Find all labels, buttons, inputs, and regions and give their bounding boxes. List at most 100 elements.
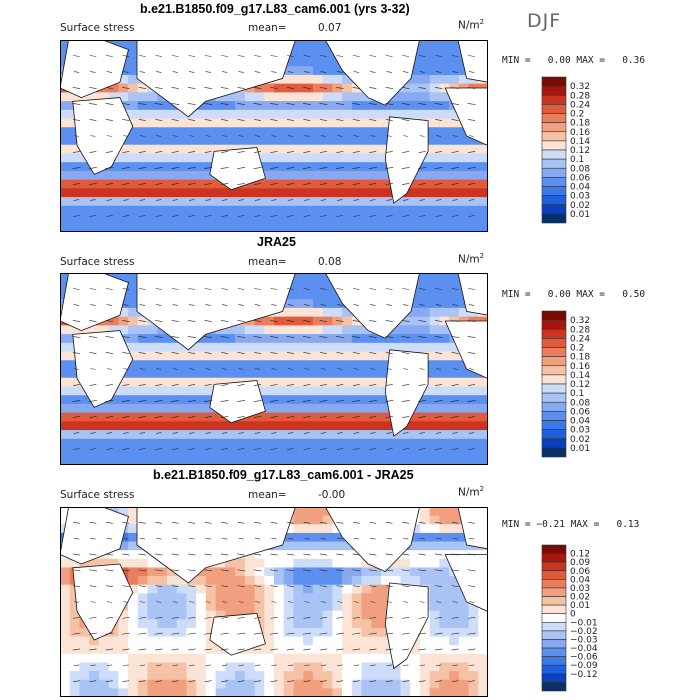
stress-arrow	[72, 553, 81, 556]
stress-arrow	[369, 416, 377, 418]
stress-arrow	[105, 103, 114, 105]
stress-arrow	[467, 103, 476, 105]
stress-arrow	[105, 585, 113, 587]
field-cell	[196, 162, 207, 172]
field-cell	[147, 627, 158, 638]
field-cell	[468, 645, 479, 655]
field-cell	[264, 447, 275, 457]
stress-arrow	[123, 601, 129, 603]
stress-arrow	[255, 601, 261, 603]
colorbar-box	[541, 356, 567, 367]
colorbar-tick-label: −0.12	[570, 670, 598, 680]
field-cell	[439, 48, 450, 59]
stress-arrow	[352, 569, 361, 572]
field-cell	[429, 524, 440, 534]
field-cell	[293, 550, 304, 560]
field-cell	[439, 92, 450, 102]
field-cell	[157, 627, 168, 638]
field-cell	[69, 438, 81, 449]
field-cell	[439, 679, 450, 689]
field-cell	[468, 430, 479, 440]
stress-arrow	[139, 432, 146, 434]
stress-arrow	[138, 400, 147, 402]
stress-arrow	[385, 87, 393, 89]
field-cell	[186, 205, 197, 216]
field-cell	[274, 688, 285, 697]
stress-arrow	[336, 680, 344, 682]
field-cell	[98, 662, 110, 672]
field-cell	[429, 386, 440, 396]
field-cell	[205, 584, 217, 594]
field-cell	[312, 619, 324, 629]
stress-arrow	[468, 304, 475, 306]
field-cell	[371, 456, 382, 465]
stress-arrow	[253, 183, 262, 185]
field-cell	[371, 144, 382, 155]
colorbar-box	[541, 76, 567, 87]
stress-arrow	[451, 585, 459, 587]
field-cell	[322, 610, 333, 620]
stress-arrow	[171, 448, 179, 450]
field-cell	[361, 627, 372, 638]
field-cell	[429, 369, 440, 379]
field-cell	[429, 127, 440, 137]
field-cell	[69, 153, 81, 163]
field-cell	[322, 307, 333, 318]
stress-arrow	[72, 103, 81, 105]
field-cell	[264, 412, 275, 422]
field-cell	[410, 550, 421, 560]
stress-arrow	[336, 448, 344, 450]
field-cell	[419, 447, 431, 457]
stress-arrow	[468, 288, 475, 290]
field-cell	[322, 619, 333, 629]
field-cell	[419, 636, 431, 646]
stress-arrow	[451, 384, 459, 386]
field-cell	[137, 118, 149, 128]
stress-arrow	[105, 119, 113, 121]
field-cell	[468, 602, 479, 612]
field-cell	[419, 290, 431, 300]
field-cell	[429, 74, 440, 85]
field-cell	[157, 214, 168, 224]
field-cell	[468, 671, 479, 681]
field-cell	[458, 144, 470, 155]
field-cell	[468, 688, 479, 697]
field-cell	[205, 593, 217, 603]
field-cell	[89, 558, 100, 569]
stress-arrow	[89, 215, 97, 217]
field-cell	[167, 610, 178, 620]
field-cell	[137, 360, 149, 370]
field-cell	[108, 421, 119, 431]
stress-arrow	[402, 320, 410, 322]
stress-arrow	[254, 71, 261, 73]
field-cell	[303, 109, 314, 120]
stress-arrow	[106, 368, 112, 370]
field-cell	[322, 456, 333, 465]
field-cell	[429, 636, 440, 646]
field-cell	[225, 197, 236, 207]
field-cell	[176, 153, 188, 163]
field-cell	[147, 325, 158, 335]
stress-arrow	[89, 183, 97, 185]
field-cell	[176, 438, 188, 449]
field-cell	[274, 576, 285, 586]
field-cell	[322, 92, 333, 102]
field-cell	[429, 610, 440, 620]
field-cell	[60, 507, 71, 517]
field-cell	[342, 430, 353, 440]
stress-arrow	[189, 368, 195, 370]
field-cell	[283, 307, 295, 318]
stress-arrow	[435, 432, 442, 434]
stress-arrow	[270, 103, 278, 105]
stress-arrow	[188, 215, 196, 217]
field-cell	[147, 447, 158, 457]
field-cell	[196, 412, 207, 422]
field-cell	[468, 179, 479, 189]
stress-arrow	[386, 664, 392, 667]
field-cell	[303, 351, 314, 361]
field-cell	[429, 109, 440, 120]
stress-arrow	[385, 384, 393, 386]
field-cell	[332, 541, 343, 551]
field-cell	[283, 377, 295, 388]
stress-arrow	[435, 119, 443, 121]
